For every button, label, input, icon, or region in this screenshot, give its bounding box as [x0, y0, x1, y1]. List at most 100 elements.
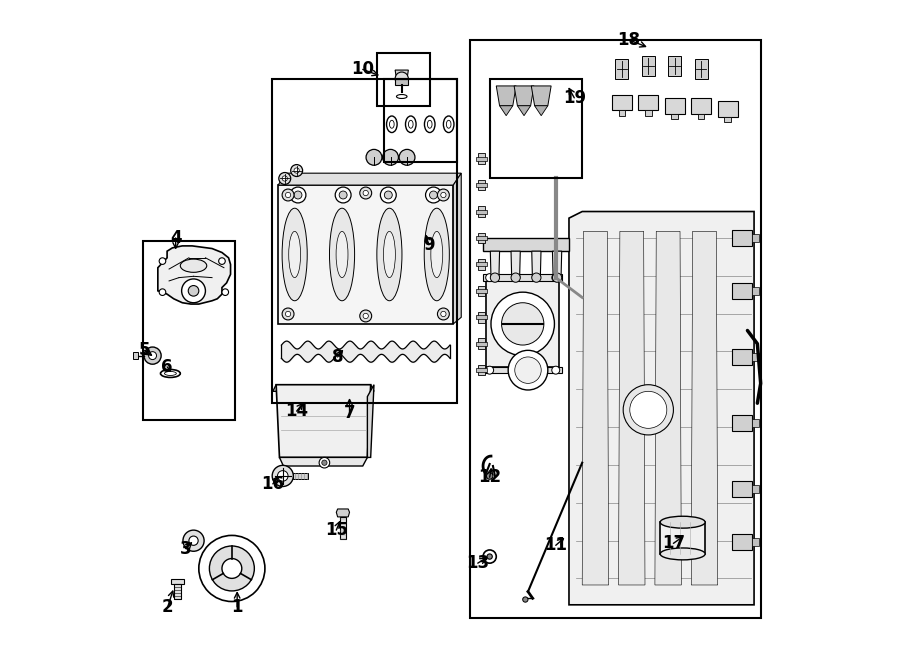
- Circle shape: [222, 289, 229, 295]
- Polygon shape: [491, 251, 500, 278]
- Circle shape: [441, 311, 446, 317]
- Circle shape: [159, 258, 166, 264]
- Circle shape: [282, 308, 294, 320]
- Text: 17: 17: [662, 534, 685, 553]
- Bar: [272, 79, 456, 403]
- Polygon shape: [698, 114, 705, 119]
- Polygon shape: [569, 212, 754, 605]
- Circle shape: [429, 191, 437, 199]
- Ellipse shape: [386, 116, 397, 132]
- Polygon shape: [483, 238, 569, 251]
- Polygon shape: [479, 365, 485, 375]
- Circle shape: [360, 187, 372, 199]
- Polygon shape: [642, 56, 655, 76]
- Circle shape: [384, 191, 392, 199]
- Polygon shape: [500, 106, 513, 116]
- Polygon shape: [171, 579, 184, 584]
- Ellipse shape: [282, 208, 307, 301]
- Bar: [384, 79, 456, 162]
- Circle shape: [148, 352, 157, 360]
- Polygon shape: [752, 485, 759, 493]
- Ellipse shape: [661, 516, 705, 528]
- Polygon shape: [476, 315, 487, 319]
- Circle shape: [277, 471, 288, 481]
- Polygon shape: [278, 173, 461, 185]
- Polygon shape: [479, 338, 485, 349]
- Text: 14: 14: [285, 402, 308, 420]
- Circle shape: [381, 187, 396, 203]
- Polygon shape: [612, 95, 632, 110]
- Ellipse shape: [180, 259, 207, 272]
- Polygon shape: [479, 312, 485, 323]
- Polygon shape: [158, 246, 230, 304]
- Ellipse shape: [431, 231, 443, 278]
- Text: 16: 16: [261, 475, 284, 493]
- Polygon shape: [476, 289, 487, 293]
- Circle shape: [623, 385, 673, 435]
- Polygon shape: [645, 110, 652, 116]
- Circle shape: [360, 310, 372, 322]
- Polygon shape: [531, 86, 551, 106]
- Circle shape: [523, 597, 528, 602]
- Text: 5: 5: [139, 341, 150, 360]
- Circle shape: [294, 191, 302, 199]
- Circle shape: [282, 189, 294, 201]
- Polygon shape: [752, 538, 759, 546]
- Circle shape: [483, 550, 496, 563]
- Circle shape: [437, 189, 449, 201]
- Polygon shape: [532, 251, 541, 278]
- Circle shape: [441, 192, 446, 198]
- Polygon shape: [479, 259, 485, 270]
- Bar: [490, 79, 582, 178]
- Circle shape: [511, 273, 520, 282]
- Polygon shape: [476, 236, 487, 240]
- Circle shape: [426, 187, 441, 203]
- Polygon shape: [476, 262, 487, 266]
- Text: 10: 10: [351, 60, 374, 79]
- Bar: [278, 185, 454, 324]
- Circle shape: [491, 273, 500, 282]
- Polygon shape: [661, 522, 705, 554]
- Polygon shape: [733, 230, 752, 246]
- Circle shape: [501, 303, 544, 345]
- Text: 1: 1: [231, 598, 243, 616]
- Polygon shape: [479, 206, 485, 217]
- Circle shape: [366, 149, 382, 165]
- Polygon shape: [175, 584, 181, 599]
- Circle shape: [144, 347, 161, 364]
- Polygon shape: [273, 385, 374, 391]
- Polygon shape: [483, 274, 562, 281]
- Polygon shape: [476, 368, 487, 372]
- Polygon shape: [479, 180, 485, 190]
- Text: 19: 19: [562, 89, 586, 107]
- Polygon shape: [511, 251, 520, 278]
- Circle shape: [532, 273, 541, 282]
- Polygon shape: [518, 106, 531, 116]
- Circle shape: [285, 311, 291, 317]
- Ellipse shape: [329, 208, 355, 301]
- Circle shape: [222, 559, 242, 578]
- Circle shape: [188, 286, 199, 296]
- Polygon shape: [479, 233, 485, 243]
- Text: 8: 8: [332, 348, 344, 366]
- Circle shape: [182, 279, 205, 303]
- Text: 11: 11: [544, 536, 567, 555]
- Circle shape: [395, 72, 409, 85]
- Polygon shape: [483, 367, 562, 373]
- Polygon shape: [733, 283, 752, 299]
- Polygon shape: [752, 353, 759, 361]
- Polygon shape: [671, 114, 678, 119]
- Ellipse shape: [446, 120, 451, 128]
- Polygon shape: [496, 86, 516, 106]
- Circle shape: [487, 554, 492, 559]
- Polygon shape: [367, 385, 374, 457]
- Circle shape: [363, 313, 368, 319]
- Ellipse shape: [160, 369, 180, 377]
- Polygon shape: [752, 419, 759, 427]
- Circle shape: [189, 536, 198, 545]
- Circle shape: [437, 308, 449, 320]
- Polygon shape: [733, 481, 752, 497]
- Circle shape: [183, 530, 204, 551]
- Polygon shape: [553, 251, 562, 278]
- Circle shape: [282, 176, 287, 181]
